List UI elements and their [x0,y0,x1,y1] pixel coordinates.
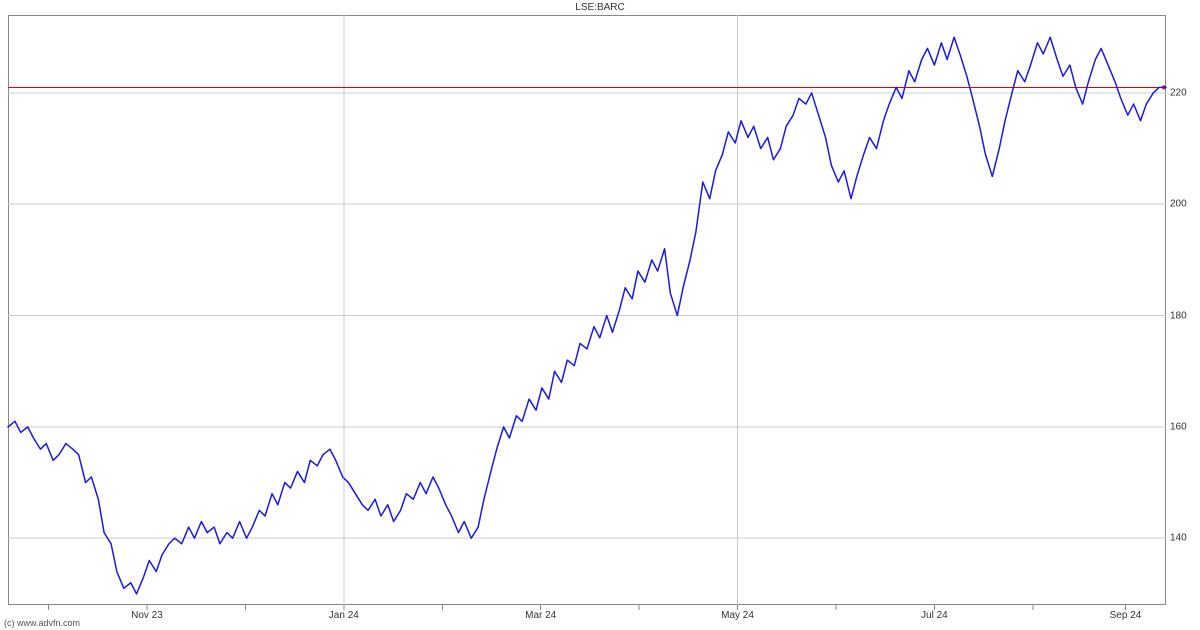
x-tick-label: Sep 24 [1110,610,1142,621]
x-tick-label: Mar 24 [525,610,556,621]
chart-svg [0,0,1200,630]
y-tick-label: 220 [1170,87,1187,98]
x-tick-label: May 24 [721,610,754,621]
x-tick-label: Nov 23 [131,610,163,621]
x-tick-label: Jan 24 [329,610,359,621]
y-tick-label: 140 [1170,533,1187,544]
x-tick-label: Jul 24 [921,610,948,621]
y-tick-label: 180 [1170,310,1187,321]
copyright-text: (c) www.advfn.com [4,618,80,628]
y-tick-label: 200 [1170,199,1187,210]
y-tick-label: 160 [1170,421,1187,432]
chart-container: { "chart": { "type": "line", "title": "L… [0,0,1200,630]
